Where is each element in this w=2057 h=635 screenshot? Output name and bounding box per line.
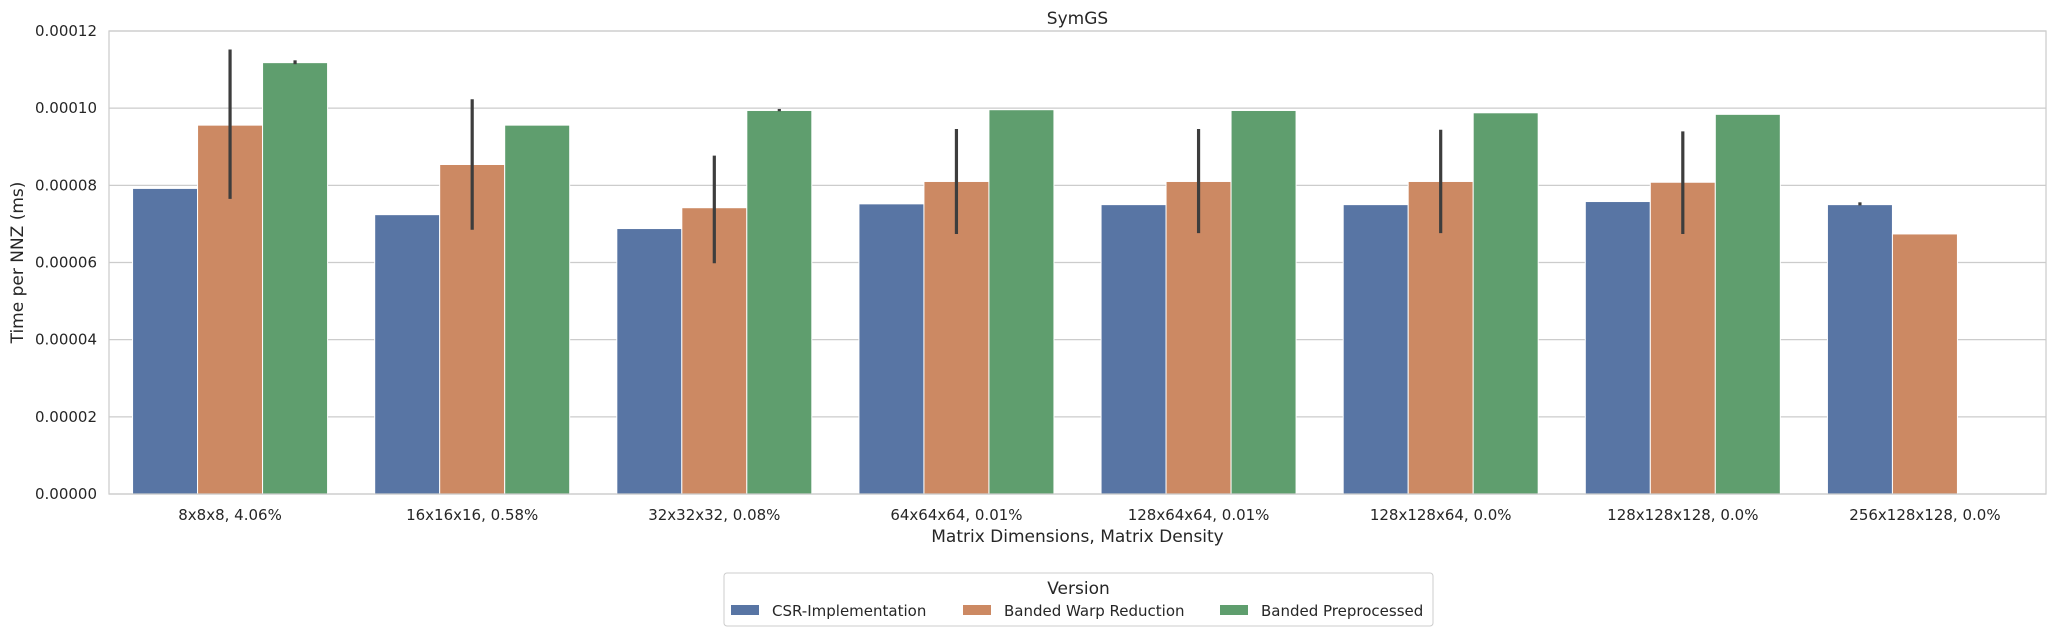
legend-swatch xyxy=(731,605,759,615)
error-bars xyxy=(228,49,1862,264)
legend: Version CSR-Implementation Banded Warp Re… xyxy=(723,572,1434,627)
bar xyxy=(374,214,441,495)
legend-label: CSR-Implementation xyxy=(772,602,926,620)
y-tick-label: 0.00008 xyxy=(35,176,97,194)
bar xyxy=(1826,204,1893,495)
x-tick-label: 16x16x16, 0.58% xyxy=(406,506,538,524)
y-tick-labels: 0.00000 0.00002 0.00004 0.00006 0.00008 0.000… xyxy=(35,22,97,503)
y-axis-label: Time per NNZ (ms) xyxy=(8,182,28,345)
y-tick-label: 0.00002 xyxy=(35,408,97,426)
bar xyxy=(1342,204,1409,495)
bar xyxy=(746,109,813,495)
bar xyxy=(1230,109,1297,495)
bar xyxy=(1100,204,1167,495)
x-tick-label: 128x128x64, 0.0% xyxy=(1370,506,1512,524)
bar xyxy=(1584,201,1651,495)
legend-label: Banded Preprocessed xyxy=(1261,602,1423,620)
y-tick-label: 0.00000 xyxy=(35,485,97,503)
legend-title: Version xyxy=(1047,579,1110,599)
bar xyxy=(1891,233,1958,495)
bars xyxy=(132,62,1958,495)
x-axis-label: Matrix Dimensions, Matrix Density xyxy=(931,527,1224,547)
bar xyxy=(988,109,1055,495)
x-tick-label: 8x8x8, 4.06% xyxy=(178,506,282,524)
bar xyxy=(1649,181,1716,495)
legend-box xyxy=(723,572,1434,627)
bar xyxy=(858,203,925,495)
x-tick-label: 64x64x64, 0.01% xyxy=(890,506,1022,524)
plot-frame xyxy=(108,30,2047,495)
x-tick-label: 128x128x128, 0.0% xyxy=(1607,506,1758,524)
bar xyxy=(616,228,683,495)
x-tick-labels: 8x8x8, 4.06% 16x16x16, 0.58% 32x32x32, 0.0… xyxy=(178,506,2000,524)
legend-swatch xyxy=(1220,605,1248,615)
x-tick-label: 32x32x32, 0.08% xyxy=(648,506,780,524)
y-tick-label: 0.00004 xyxy=(35,331,97,349)
y-tick-label: 0.00010 xyxy=(35,99,97,117)
legend-swatch xyxy=(963,605,991,615)
x-tick-label: 256x128x128, 0.0% xyxy=(1849,506,2000,524)
chart-title: SymGS xyxy=(1047,9,1108,29)
legend-label: Banded Warp Reduction xyxy=(1004,602,1185,620)
legend-items: CSR-Implementation Banded Warp Reduction B… xyxy=(731,602,1423,620)
y-tick-label: 0.00012 xyxy=(35,22,97,40)
bar xyxy=(132,187,199,495)
bar xyxy=(504,124,571,495)
bar xyxy=(262,62,329,495)
bar xyxy=(1472,112,1539,495)
y-tick-label: 0.00006 xyxy=(35,254,97,272)
bar xyxy=(1714,113,1781,495)
x-tick-label: 128x64x64, 0.01% xyxy=(1128,506,1270,524)
